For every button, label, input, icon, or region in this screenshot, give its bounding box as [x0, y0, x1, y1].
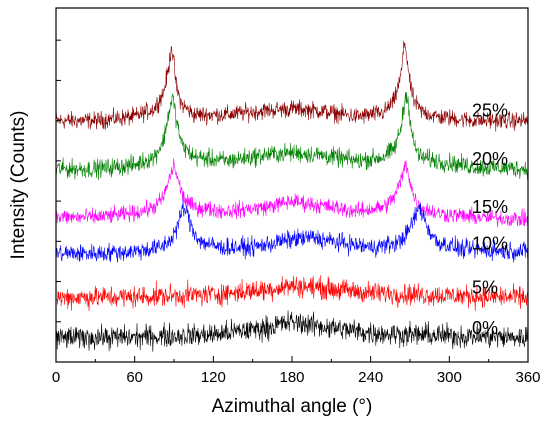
y-axis-ticks	[56, 39, 61, 323]
x-axis-ticks: 0 60 120 180 240 300 360	[52, 356, 541, 386]
x-tick-label: 360	[515, 369, 540, 386]
series-line-25pct	[55, 40, 529, 132]
x-tick-label: 60	[126, 369, 143, 386]
series-line-0pct	[55, 310, 529, 352]
x-tick-label: 0	[52, 369, 60, 386]
x-axis-label: Azimuthal angle (°)	[212, 396, 373, 417]
series-label-5pct: 5%	[472, 278, 498, 298]
x-tick-label: 300	[437, 369, 462, 386]
series-line-10pct	[55, 199, 529, 263]
series-labels: 25% 20% 15% 10% 5% 0%	[472, 101, 508, 338]
x-tick-label: 240	[358, 369, 383, 386]
series-line-15pct	[55, 158, 529, 228]
x-tick-label: 180	[279, 369, 304, 386]
series-label-0pct: 0%	[472, 318, 498, 338]
series-line-5pct	[55, 275, 529, 312]
series-label-25pct: 25%	[472, 101, 508, 121]
series-label-15pct: 15%	[472, 197, 508, 217]
plot-frame	[55, 7, 529, 363]
series-label-10pct: 10%	[472, 233, 508, 253]
y-axis-label: Intensity (Counts)	[8, 111, 29, 260]
x-tick-label: 120	[201, 369, 226, 386]
series-traces	[55, 40, 529, 352]
series-label-20pct: 20%	[472, 149, 508, 169]
series-line-20pct	[55, 91, 529, 181]
